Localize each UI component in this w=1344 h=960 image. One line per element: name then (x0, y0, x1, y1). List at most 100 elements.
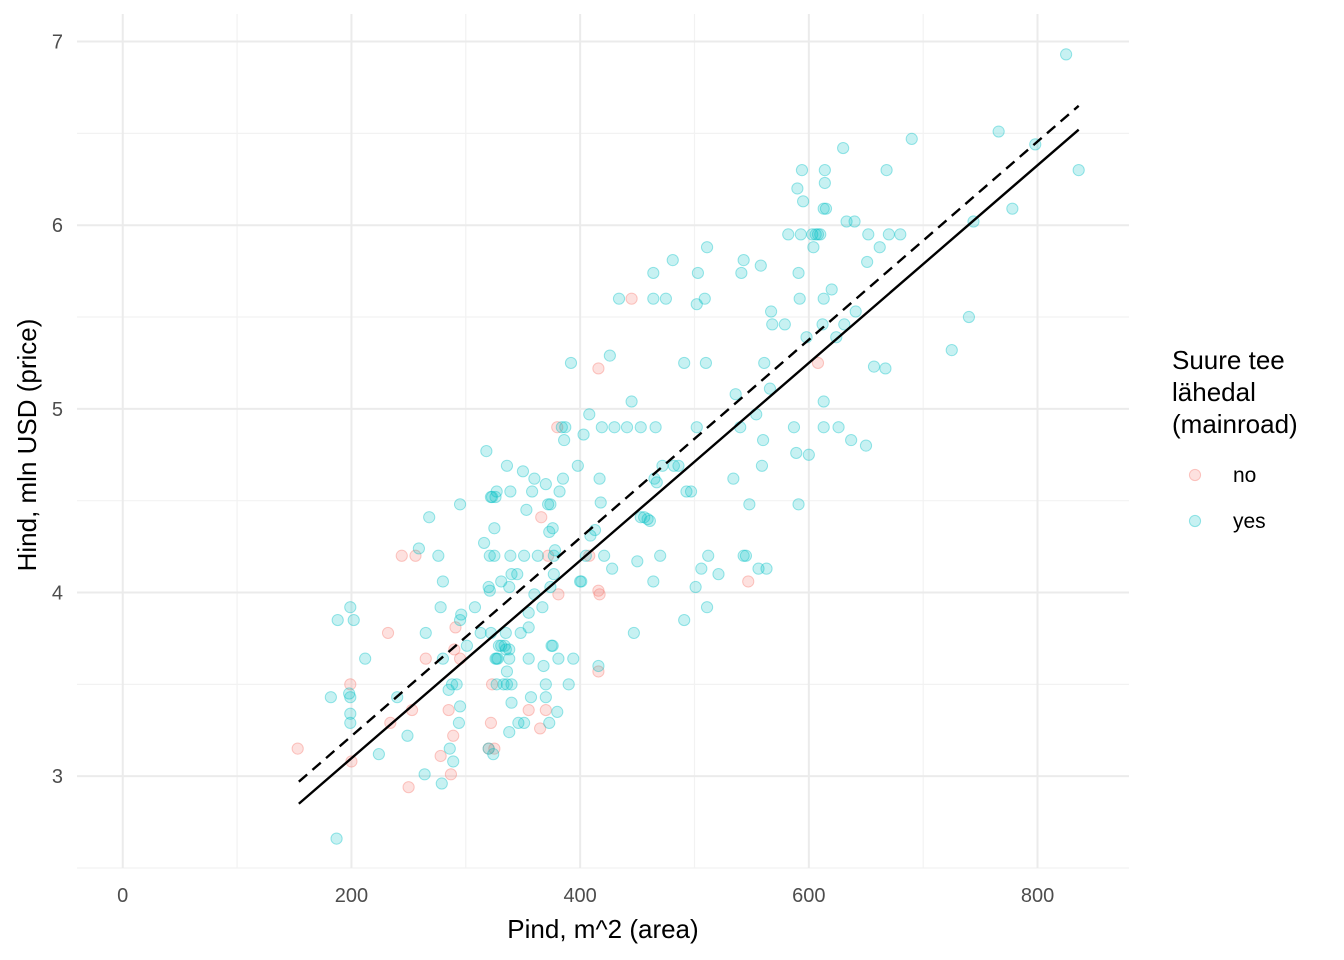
data-point-yes (418, 768, 431, 781)
data-point-yes (830, 331, 843, 344)
data-point-yes (436, 575, 450, 588)
data-point-yes (794, 228, 807, 241)
data-point-yes (539, 478, 552, 491)
data-point-yes (873, 241, 886, 254)
data-point-yes (435, 777, 448, 790)
data-point-yes (344, 716, 357, 730)
data-point-yes (485, 490, 499, 504)
data-point-yes (490, 485, 503, 498)
data-point-yes (1060, 48, 1073, 61)
data-point-yes (503, 725, 516, 739)
data-point-yes (795, 164, 809, 177)
data-point-yes (894, 228, 907, 241)
data-point-yes (460, 639, 474, 652)
data-point-yes (760, 562, 773, 575)
data-point-no (583, 549, 596, 562)
data-point-yes (593, 472, 606, 485)
data-point-no (444, 768, 458, 781)
data-point-yes (879, 362, 892, 375)
data-point-yes (588, 523, 602, 537)
data-point-yes (518, 716, 531, 730)
data-point-yes (503, 580, 516, 594)
x-tick-label: 800 (1021, 885, 1054, 907)
data-point-yes (631, 555, 644, 568)
y-tick-label: 5 (52, 399, 63, 421)
data-point-yes (503, 643, 516, 656)
data-point-yes (1072, 164, 1085, 177)
data-point-yes (787, 421, 801, 434)
data-point-yes (556, 472, 570, 485)
data-point-no (449, 621, 462, 634)
data-point-yes (452, 716, 466, 730)
data-point-yes (482, 742, 495, 755)
data-point-yes (482, 580, 495, 594)
data-point-yes (488, 549, 501, 562)
data-point-yes (539, 678, 552, 691)
data-point-yes (347, 613, 360, 627)
legend-label-no: no (1233, 464, 1256, 487)
data-point-yes (512, 716, 525, 730)
data-point-yes (490, 678, 503, 691)
data-point-yes (691, 266, 705, 280)
data-point-yes (627, 626, 640, 640)
data-point-yes (700, 241, 714, 254)
data-point-yes (574, 575, 587, 588)
data-point-yes (641, 512, 654, 526)
data-point-yes (484, 490, 498, 504)
data-point-yes (324, 691, 337, 704)
data-point-yes (453, 498, 467, 511)
data-point-yes (552, 652, 565, 665)
data-point-yes (695, 562, 708, 575)
data-point-yes (546, 522, 559, 535)
y-axis-ticks: 3 4 5 6 7 (52, 32, 63, 789)
data-point-yes (845, 433, 858, 447)
data-point-yes (359, 652, 372, 665)
data-point-yes (832, 421, 845, 434)
data-point-yes (634, 421, 647, 434)
data-point-yes (450, 678, 463, 691)
data-point-yes (690, 421, 703, 434)
data-point-yes (548, 544, 562, 557)
data-point-yes (477, 536, 491, 550)
data-point-yes (559, 421, 572, 434)
data-point-yes (882, 228, 895, 241)
data-point-yes (647, 292, 660, 305)
data-point-yes (809, 228, 822, 241)
data-point-no (442, 703, 455, 717)
data-point-no (291, 742, 304, 755)
data-points (291, 48, 1085, 845)
data-point-yes (492, 639, 506, 652)
data-point-yes (453, 700, 467, 713)
data-point-yes (654, 549, 667, 562)
data-point-yes (791, 182, 804, 195)
data-point-yes (647, 575, 660, 588)
data-point-no (552, 588, 565, 601)
data-point-yes (558, 433, 571, 447)
data-point-no (402, 781, 415, 794)
data-point-yes (344, 601, 357, 614)
data-point-no (482, 742, 495, 755)
data-point-yes (612, 292, 626, 305)
data-point-yes (524, 691, 538, 704)
regression-line-dashed (298, 104, 1080, 783)
data-point-yes (522, 621, 535, 634)
legend-key-no (1188, 468, 1202, 482)
legend-title-line-1: Suure tee (1172, 345, 1285, 375)
data-point-no (625, 292, 638, 305)
data-point-no (592, 362, 605, 375)
data-point-no (485, 678, 499, 691)
data-point-yes (595, 421, 608, 434)
data-point-yes (700, 601, 714, 614)
data-point-yes (817, 202, 830, 215)
data-point-yes (495, 639, 508, 652)
data-point-yes (678, 613, 691, 627)
data-point-yes (867, 360, 881, 373)
data-point-yes (817, 421, 830, 434)
data-point-yes (764, 305, 778, 318)
data-point-yes (343, 687, 356, 700)
data-point-yes (453, 613, 467, 627)
data-point-yes (634, 511, 647, 524)
data-point-no (742, 575, 755, 588)
data-point-yes (659, 292, 672, 305)
data-point-yes (526, 485, 539, 498)
